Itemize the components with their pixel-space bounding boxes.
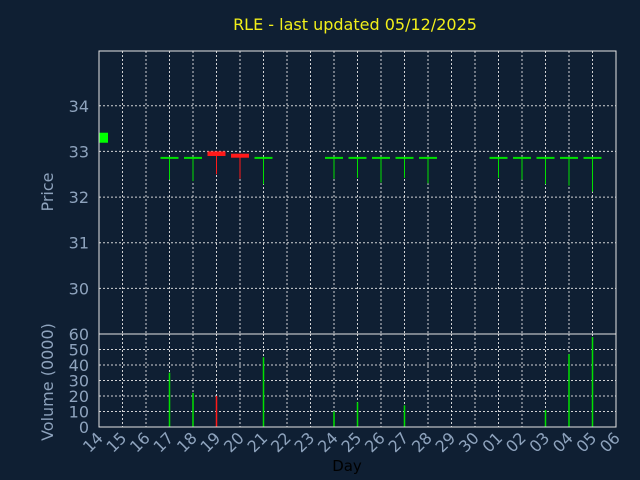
price-axis-label: Price	[38, 172, 57, 211]
volume-tick-40: 40	[69, 356, 89, 375]
price-tick-labels: 30 31 32 33 34	[69, 97, 89, 299]
price-tick-32: 32	[69, 188, 89, 207]
candle-25	[348, 156, 367, 178]
candle-body-01	[489, 156, 508, 159]
candle-28	[419, 156, 437, 184]
candle-26	[372, 156, 390, 183]
candle-19	[207, 151, 226, 175]
candle-body-02	[513, 156, 531, 159]
candle-03	[536, 156, 555, 185]
volume-bar-17	[168, 372, 171, 427]
day-tick-labels: 1415161718192021222324252627282930010203…	[79, 428, 624, 456]
volume-bar-25	[356, 402, 359, 427]
volume-bars	[168, 337, 594, 427]
price-grid	[98, 51, 617, 334]
candle-body-18	[184, 156, 202, 159]
volume-bar-18	[192, 392, 194, 427]
candle-01	[489, 156, 508, 178]
candle-body-26	[372, 156, 390, 159]
candle-21	[254, 156, 273, 185]
volume-bar-04	[568, 354, 570, 427]
volume-tick-50: 50	[69, 341, 89, 360]
candle-27	[395, 156, 414, 178]
day-axis-label: Day	[332, 457, 362, 475]
price-tick-31: 31	[69, 234, 89, 253]
chart-title: RLE - last updated 05/12/2025	[233, 15, 477, 34]
volume-bar-21	[262, 357, 265, 427]
volume-panel-frame	[98, 333, 617, 428]
volume-tick-60: 60	[69, 325, 89, 344]
candle-02	[513, 156, 531, 180]
volume-bar-24	[333, 411, 335, 427]
candle-body-20	[231, 153, 249, 158]
candle-20	[231, 153, 249, 179]
candle-body-28	[419, 156, 437, 159]
candle-body-05	[583, 156, 602, 159]
volume-bar-03	[544, 409, 547, 427]
price-candles	[99, 132, 602, 192]
volume-bar-27	[403, 405, 406, 427]
volume-tick-10: 10	[69, 403, 89, 422]
candle-17	[160, 156, 179, 180]
price-tick-34: 34	[69, 97, 89, 116]
candle-body-21	[254, 156, 273, 159]
candle-body-27	[395, 156, 414, 159]
volume-tick-20: 20	[69, 387, 89, 406]
candle-05	[583, 156, 602, 192]
candle-body-24	[325, 156, 343, 159]
candle-body-17	[160, 156, 179, 159]
volume-tick-0: 0	[79, 418, 89, 437]
candle-body-03	[536, 156, 555, 159]
volume-tick-30: 30	[69, 372, 89, 391]
candle-body-04	[560, 156, 578, 159]
price-tick-30: 30	[69, 279, 89, 298]
volume-bar-05	[591, 337, 594, 427]
candle-18	[184, 156, 202, 182]
last-price-marker	[99, 132, 108, 143]
price-tick-33: 33	[69, 142, 89, 161]
candle-body-19	[207, 151, 226, 156]
candle-body-25	[348, 156, 367, 159]
candle-24	[325, 156, 343, 179]
volume-axis-label: Volume (0000)	[38, 323, 57, 441]
candle-04	[560, 156, 578, 186]
volume-bar-19	[215, 396, 218, 427]
